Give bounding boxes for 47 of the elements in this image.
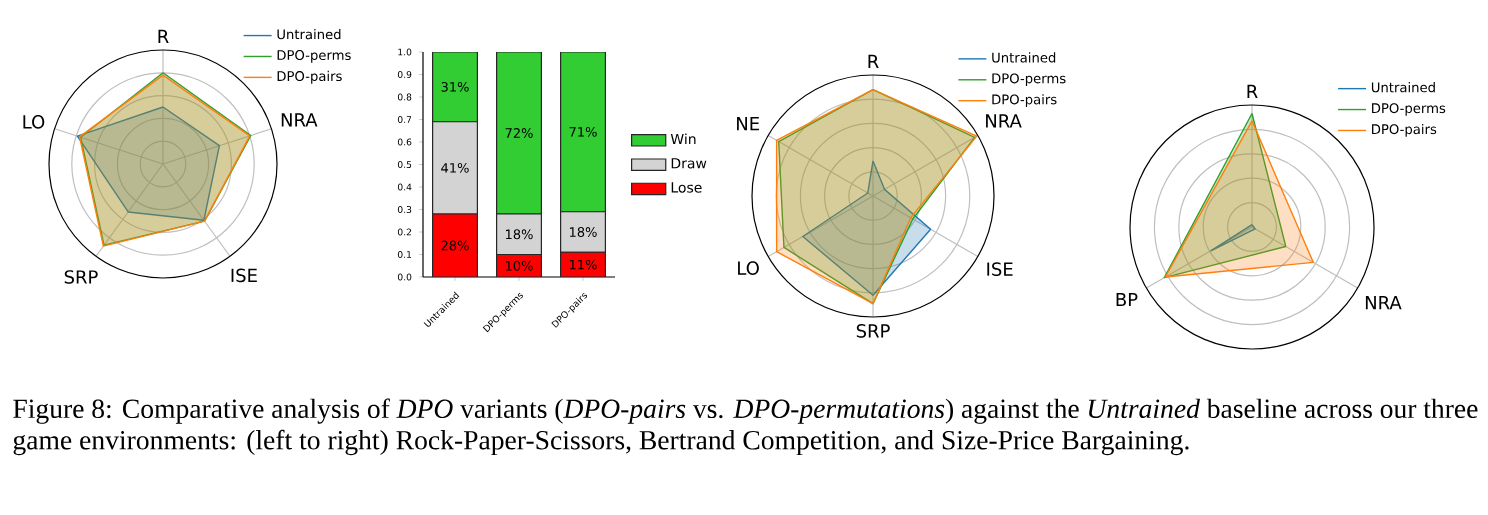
y-tick-label: 0.9 <box>397 71 412 78</box>
legend-label: Draw <box>671 158 707 169</box>
spoke-label: NRA <box>281 113 318 127</box>
data-label: 18% <box>505 229 533 240</box>
y-tick-label: 0.0 <box>397 273 412 281</box>
y-tick-label: 1.0 <box>398 48 412 56</box>
data-label: 28% <box>441 240 469 251</box>
spoke-label: LO <box>738 261 759 275</box>
legend-label: DPO-pairs <box>992 94 1057 107</box>
spoke-label: SRP <box>856 324 890 338</box>
data-label: 71% <box>569 126 597 137</box>
spoke-label: SRP <box>64 270 98 284</box>
spoke-label: NRA <box>1365 296 1402 310</box>
legend-label: DPO-perms <box>1372 103 1446 116</box>
data-label: 11% <box>569 259 597 270</box>
y-tick-label: 0.6 <box>397 138 412 146</box>
spoke-label: BP <box>1116 292 1138 307</box>
legend-label: Win <box>670 133 696 145</box>
legend-label: Untrained <box>1371 82 1435 93</box>
data-label: 31% <box>441 81 469 92</box>
data-label: 18% <box>569 227 597 237</box>
legend-label: Untrained <box>992 52 1056 63</box>
spoke-label: ISE <box>987 262 1013 276</box>
y-tick-label: 0.4 <box>397 183 412 191</box>
y-tick-label: 0.1 <box>397 251 412 258</box>
data-label: 41% <box>441 162 469 173</box>
spoke-label: NRA <box>986 114 1022 128</box>
spoke-label: NE <box>737 117 759 131</box>
spoke-label: ISE <box>231 268 257 283</box>
legend-label: DPO-perms <box>992 73 1066 86</box>
y-tick-label: 0.8 <box>397 93 412 101</box>
spoke-label: R <box>868 54 879 68</box>
y-tick-label: 0.7 <box>397 116 412 123</box>
legend-label: Untrained <box>277 29 341 40</box>
y-tick-label: 0.2 <box>397 228 412 236</box>
legend-label: DPO-perms <box>277 50 351 63</box>
y-tick-label: 0.3 <box>397 206 412 213</box>
legend-label: DPO-pairs <box>277 70 342 84</box>
text: Figure 8: Comparative analysis of DPO variants (DPO-pairs vs. DPO-permutations) against the Untrained baseline across our three game environments: (left to right) Rock-Paper-Scissors, Bertrand Competition, and Size-Price Bargaining. <box>13 398 1478 456</box>
legend-label: DPO-pairs <box>1372 123 1437 137</box>
data-label: 10% <box>505 260 533 271</box>
y-tick-label: 0.5 <box>397 161 412 168</box>
spoke-label: R <box>1247 84 1258 98</box>
legend-label: Lose <box>671 182 702 193</box>
data-label: 72% <box>505 128 533 138</box>
spoke-label: LO <box>23 115 45 129</box>
spoke-label: R <box>158 29 169 43</box>
